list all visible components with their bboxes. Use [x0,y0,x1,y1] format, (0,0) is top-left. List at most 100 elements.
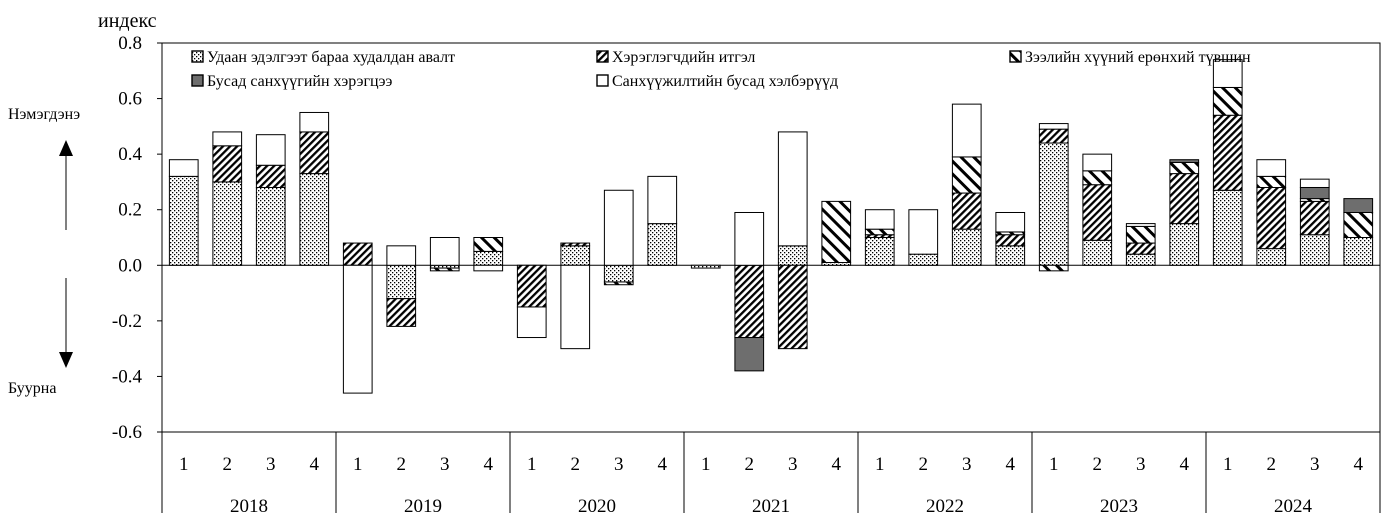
bar-segment-2020-2-s5 [560,264,591,350]
y-tick-label: 0.8 [118,33,142,54]
bar-segment-2018-1-s1 [168,175,199,266]
bar-segment-2024-3-s4 [1299,186,1330,200]
year-label: 2021 [752,496,790,513]
bar-segment-2023-4-s2 [1169,173,1200,225]
quarter-label: 4 [484,454,494,475]
bar-segment-2022-4-s1 [995,245,1026,266]
y-tick-label: 0.2 [118,200,142,221]
bar-segment-2019-2-s2 [386,298,417,327]
quarter-label: 2 [397,454,407,475]
bar-segment-2022-2-s5 [908,209,939,255]
quarter-label: 2 [223,454,233,475]
bar-segment-2023-2-s3 [1082,170,1113,186]
bar-segment-2020-1-s2 [516,264,547,308]
quarter-label: 1 [1223,454,1233,475]
quarter-label: 3 [614,454,624,475]
bar-segment-2024-4-s1 [1343,237,1374,266]
year-label: 2018 [230,496,268,513]
bar-segment-2020-3-s3 [603,281,634,286]
y-tick-label: 0.0 [118,255,142,276]
bar-segment-2023-3-s2 [1125,242,1156,255]
bar-segment-2019-3-s5 [429,237,460,266]
bar-segment-2020-3-s5 [603,189,634,266]
bar-segment-2022-3-s3 [951,156,982,194]
quarter-label: 1 [701,454,711,475]
bar-segment-2021-2-s5 [734,211,765,266]
quarter-label: 4 [658,454,668,475]
bar-segment-2023-4-s1 [1169,223,1200,266]
quarter-label: 4 [1180,454,1190,475]
bar-segment-2020-4-s5 [647,175,678,225]
decrease-arrow-head [59,352,73,368]
bar-segment-2018-3-s1 [255,186,286,266]
bar-series-group [168,59,1374,394]
bar-segment-2019-4-s3 [473,237,504,252]
bar-segment-2022-1-s5 [864,209,895,230]
bar-segment-2018-3-s5 [255,134,286,166]
quarter-label: 3 [1136,454,1146,475]
bar-segment-2019-2-s5 [386,245,417,266]
bar-segment-2023-1-s3 [1038,264,1069,272]
bar-segment-2019-1-s5 [342,264,373,394]
bar-segment-2022-3-s2 [951,192,982,230]
bar-segment-2020-2-s2 [560,242,591,247]
y-tick-label: -0.4 [112,366,143,387]
quarter-label: 1 [353,454,363,475]
quarter-label: 4 [310,454,320,475]
bar-segment-2023-2-s1 [1082,239,1113,266]
bar-segment-2022-4-s2 [995,234,1026,247]
bar-segment-2021-1-s1 [690,264,721,269]
bar-segment-2024-3-s2 [1299,200,1330,236]
legend-swatch [191,50,204,63]
bar-segment-2019-3-s3 [429,267,460,272]
legend-label: Бусад санхүүгийн хэрэгцээ [207,73,392,90]
bar-segment-2023-2-s2 [1082,184,1113,241]
legend-label: Зээлийн хүүний ерөнхий түвшин [1025,49,1251,66]
bar-segment-2022-3-s1 [951,228,982,266]
legend-swatch [191,74,204,87]
legend: Удаан эдэлгээт бараа худалдан авалт Хэрэг… [191,49,1251,90]
bar-segment-2019-4-s1 [473,250,504,266]
bar-segment-2020-3-s1 [603,264,634,283]
bar-segment-2022-3-s5 [951,103,982,158]
bar-segment-2019-2-s1 [386,264,417,300]
bar-segment-2021-2-s4 [734,337,765,372]
legend-label: Удаан эдэлгээт бараа худалдан авалт [207,49,455,66]
bar-segment-2023-1-s2 [1038,128,1069,144]
year-label: 2019 [404,496,442,513]
bar-segment-2024-2-s1 [1256,248,1287,266]
bar-segment-2024-2-s3 [1256,175,1287,188]
quarter-label: 2 [1093,454,1103,475]
year-label: 2022 [926,496,964,513]
legend-swatch [596,74,609,87]
bar-segment-2024-2-s2 [1256,186,1287,250]
bar-segment-2024-4-s3 [1343,211,1374,239]
bar-segment-2021-4-s3 [821,200,852,264]
bar-segment-2023-1-s5 [1038,123,1069,130]
bar-segment-2021-2-s2 [734,264,765,339]
bar-segment-2020-2-s1 [560,245,591,266]
increase-arrow-head [59,140,73,156]
y-tick-label: 0.6 [118,89,142,110]
legend-swatch [596,50,609,63]
bar-segment-2024-2-s5 [1256,159,1287,177]
bar-segment-2018-1-s5 [168,159,199,177]
bar-segment-2018-4-s2 [299,131,330,175]
year-label: 2020 [578,496,616,513]
quarter-label: 1 [875,454,885,475]
y-axis-tick-labels: -0.6 -0.4 -0.2 0.0 0.2 0.4 0.6 0.8 [112,33,162,443]
quarter-label: 2 [571,454,581,475]
quarter-label: 1 [179,454,189,475]
bar-segment-2024-1-s2 [1212,114,1243,191]
decrease-label: Буурна [8,380,57,397]
y-axis-unit-label: индекс [98,10,157,32]
bar-segment-2022-1-s1 [864,237,895,266]
bar-segment-2018-4-s5 [299,111,330,133]
increase-label: Нэмэгдэнэ [8,106,81,123]
quarter-label: 3 [962,454,972,475]
bar-segment-2023-1-s1 [1038,142,1069,266]
bar-segment-2022-1-s3 [864,228,895,236]
bar-segment-2018-4-s1 [299,173,330,266]
bar-segment-2023-2-s5 [1082,153,1113,172]
